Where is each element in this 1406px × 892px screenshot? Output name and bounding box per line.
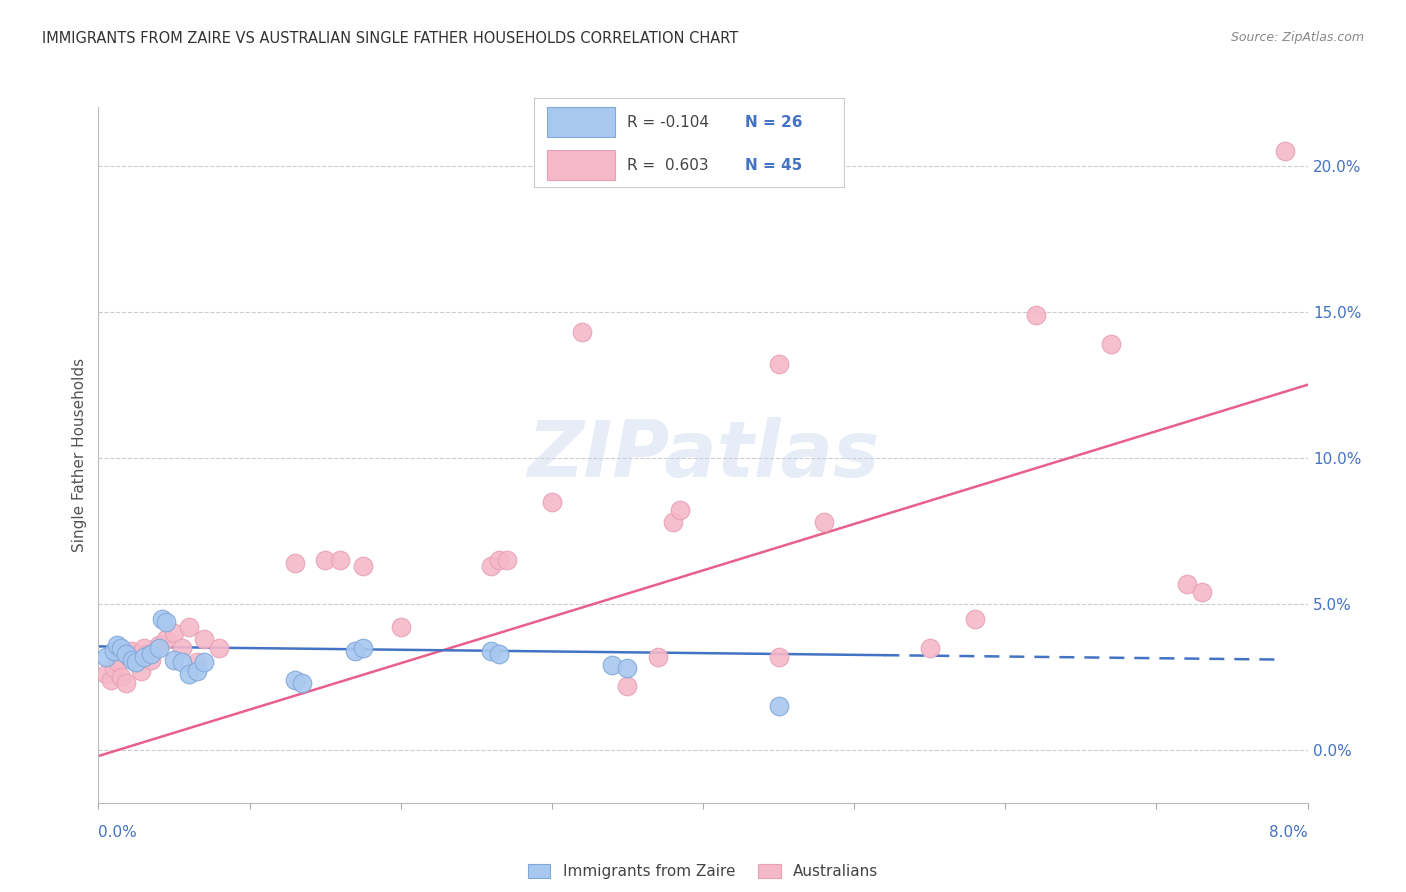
Point — [132, 649, 155, 664]
Point — [488, 553, 510, 567]
Text: N = 45: N = 45 — [745, 158, 801, 172]
Point — [186, 665, 208, 679]
Text: Source: ZipAtlas.com: Source: ZipAtlas.com — [1230, 31, 1364, 45]
Point — [193, 632, 215, 646]
Point — [155, 615, 177, 629]
Point — [94, 649, 117, 664]
Point — [100, 673, 122, 687]
Point — [481, 559, 503, 574]
Point — [148, 640, 170, 655]
Point — [125, 656, 148, 670]
Point — [103, 661, 125, 675]
Point — [1191, 585, 1213, 599]
Text: 0.0%: 0.0% — [98, 825, 138, 840]
Point — [105, 638, 128, 652]
Point — [148, 638, 170, 652]
Point — [1274, 144, 1296, 158]
Point — [602, 658, 624, 673]
Point — [129, 665, 152, 679]
Text: R = -0.104: R = -0.104 — [627, 115, 709, 129]
Text: IMMIGRANTS FROM ZAIRE VS AUSTRALIAN SINGLE FATHER HOUSEHOLDS CORRELATION CHART: IMMIGRANTS FROM ZAIRE VS AUSTRALIAN SING… — [42, 31, 738, 46]
Point — [179, 667, 201, 681]
Point — [314, 553, 336, 567]
Text: N = 26: N = 26 — [745, 115, 801, 129]
Point — [571, 325, 593, 339]
Point — [768, 699, 790, 714]
Point — [186, 656, 208, 670]
Point — [662, 515, 685, 529]
Point — [352, 559, 374, 574]
Point — [94, 667, 117, 681]
Point — [110, 640, 132, 655]
Point — [488, 647, 510, 661]
Y-axis label: Single Father Households: Single Father Households — [72, 358, 87, 552]
Bar — [547, 107, 614, 137]
Point — [541, 494, 564, 508]
Point — [768, 357, 790, 371]
Point — [193, 656, 215, 670]
Point — [389, 620, 412, 634]
Point — [344, 644, 367, 658]
Point — [125, 656, 148, 670]
Point — [208, 640, 231, 655]
Point — [118, 649, 141, 664]
Point — [647, 649, 669, 664]
Point — [965, 612, 987, 626]
Point — [284, 556, 307, 570]
Point — [121, 644, 143, 658]
Legend: Immigrants from Zaire, Australians: Immigrants from Zaire, Australians — [522, 858, 884, 886]
Point — [107, 656, 129, 670]
Text: 8.0%: 8.0% — [1268, 825, 1308, 840]
Text: R =  0.603: R = 0.603 — [627, 158, 709, 172]
Point — [114, 676, 136, 690]
Text: ZIPatlas: ZIPatlas — [527, 417, 879, 493]
Point — [1175, 576, 1198, 591]
Point — [918, 640, 941, 655]
Point — [141, 652, 163, 666]
Point — [768, 649, 790, 664]
Bar — [547, 150, 614, 180]
Point — [352, 640, 374, 655]
Point — [103, 644, 125, 658]
Point — [179, 620, 201, 634]
Point — [163, 652, 186, 666]
Point — [1099, 336, 1122, 351]
Point — [291, 676, 314, 690]
Point — [155, 632, 177, 646]
Point — [114, 647, 136, 661]
Point — [284, 673, 307, 687]
Point — [329, 553, 352, 567]
Point — [136, 647, 159, 661]
Point — [110, 670, 132, 684]
Point — [170, 656, 193, 670]
Point — [170, 640, 193, 655]
Point — [150, 612, 173, 626]
Point — [141, 647, 163, 661]
Point — [813, 515, 835, 529]
Point — [121, 652, 143, 666]
Point — [132, 640, 155, 655]
Point — [481, 644, 503, 658]
Point — [163, 626, 186, 640]
Point — [669, 503, 692, 517]
Point — [616, 679, 638, 693]
Point — [1024, 308, 1046, 322]
Point — [616, 661, 638, 675]
Point — [495, 553, 517, 567]
